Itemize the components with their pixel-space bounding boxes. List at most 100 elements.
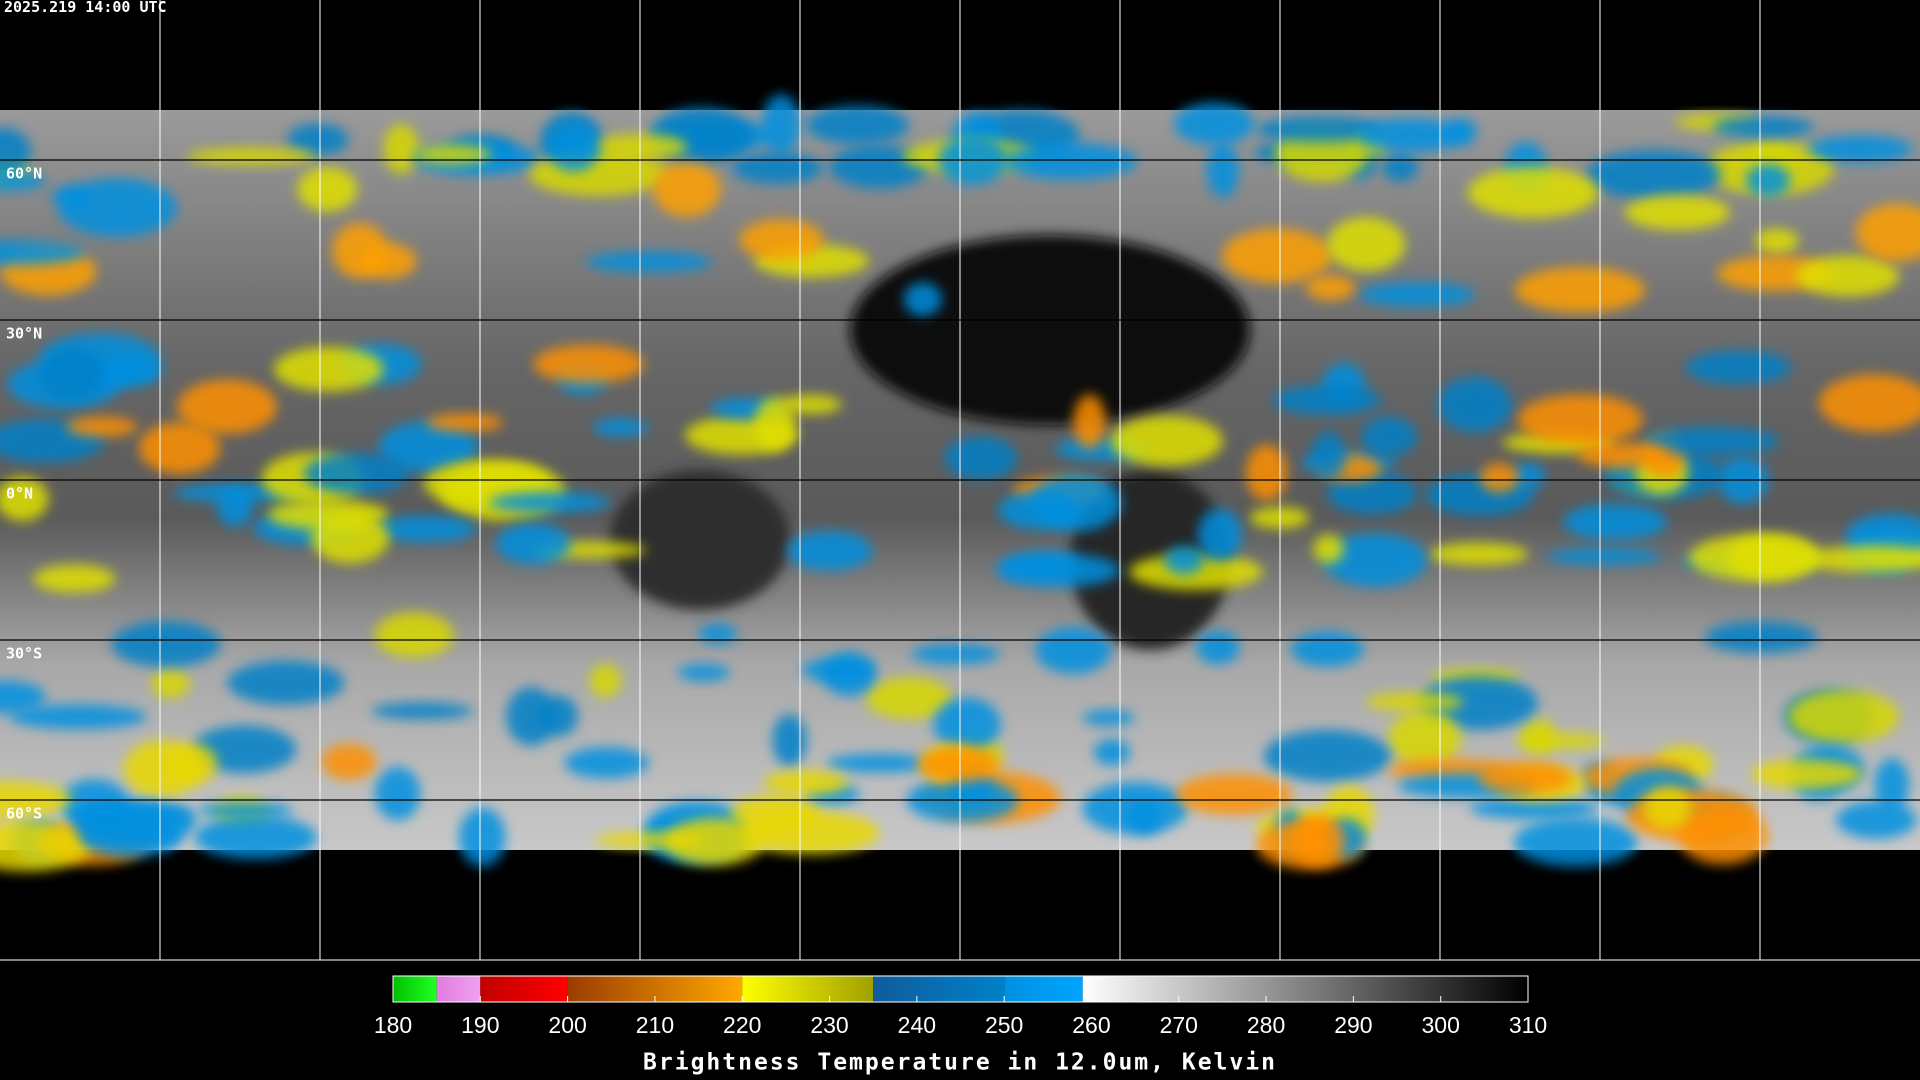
cloud: [1164, 545, 1204, 575]
cloud: [1642, 426, 1779, 456]
latitude-label: 60°N: [6, 165, 42, 183]
south-america: [610, 470, 790, 610]
scale-tick-label: 310: [1509, 1012, 1547, 1038]
cloud: [1510, 462, 1546, 490]
scale-segment: [1004, 976, 1083, 1002]
cloud: [1437, 376, 1512, 433]
cloud: [1245, 444, 1288, 501]
cloud: [1818, 374, 1920, 432]
cloud: [806, 105, 910, 145]
cloud: [1428, 542, 1529, 566]
cloud: [1129, 553, 1264, 591]
cloud: [1514, 266, 1645, 313]
cloud: [9, 704, 148, 730]
cloud: [496, 522, 571, 565]
cloud: [1110, 415, 1224, 467]
cloud: [1291, 631, 1364, 667]
cloud: [1469, 797, 1598, 820]
cloud: [933, 697, 1001, 752]
cloud: [1874, 758, 1910, 811]
cloud: [917, 746, 999, 783]
cloud: [1035, 627, 1112, 674]
cloud: [425, 413, 504, 432]
cloud: [1356, 117, 1466, 153]
cloud: [0, 680, 47, 714]
cloud: [1381, 153, 1419, 182]
sahara-region: [850, 235, 1250, 425]
cloud: [1313, 534, 1344, 564]
cloud: [303, 452, 409, 495]
scale-tick-label: 280: [1247, 1012, 1285, 1038]
cloud: [772, 713, 807, 767]
cloud: [1467, 166, 1599, 219]
cloud: [589, 663, 622, 698]
scale-tick-label: 270: [1160, 1012, 1198, 1038]
cloud: [332, 222, 388, 279]
cloud: [653, 162, 721, 217]
cloud: [1082, 709, 1135, 727]
scale-tick-label: 300: [1422, 1012, 1460, 1038]
cloud: [0, 821, 92, 872]
cloud: [547, 123, 600, 172]
cloud: [287, 123, 349, 156]
cloud: [310, 513, 390, 564]
cloud: [0, 240, 86, 265]
scale-segment: [873, 976, 1005, 1002]
cloud: [1704, 621, 1818, 654]
latitude-label: 30°N: [6, 325, 42, 343]
cloud: [186, 147, 316, 166]
cloud: [1221, 228, 1333, 284]
cloud: [506, 687, 557, 746]
cloud: [197, 801, 294, 819]
scale-tick-label: 250: [985, 1012, 1023, 1038]
scale-tick-label: 260: [1072, 1012, 1110, 1038]
cloud: [1478, 761, 1573, 794]
scale-segment: [742, 976, 874, 1002]
cloud: [664, 818, 764, 866]
cloud: [754, 397, 796, 451]
cloud: [0, 781, 72, 818]
cloud: [786, 530, 873, 571]
cloud: [1093, 738, 1131, 766]
cloud: [216, 487, 253, 527]
cloud: [1796, 255, 1900, 297]
cloud: [1358, 282, 1476, 308]
cloud: [167, 743, 218, 785]
latitude-label: 30°S: [6, 645, 42, 663]
cloud: [1322, 533, 1428, 588]
cloud: [0, 170, 46, 191]
cloud: [698, 623, 738, 645]
cloud: [111, 621, 221, 668]
cloud: [1360, 416, 1418, 457]
cloud: [1173, 102, 1255, 145]
timestamp: 2025.219 14:00 UTC: [4, 0, 167, 16]
cloud: [1727, 534, 1820, 580]
cloud: [865, 677, 953, 720]
cloud: [564, 746, 649, 779]
cloud: [273, 346, 384, 392]
cloud: [1712, 115, 1814, 138]
scale-segment: [393, 976, 437, 1002]
cloud: [1365, 692, 1464, 712]
cloud: [528, 152, 669, 197]
cloud: [731, 152, 824, 184]
cloud: [1586, 149, 1722, 200]
scale-tick-label: 220: [723, 1012, 761, 1038]
cloud: [677, 663, 730, 682]
cloud: [1249, 506, 1310, 529]
cloud: [779, 394, 842, 415]
cloud: [1562, 503, 1668, 541]
cloud: [1311, 431, 1347, 479]
scale-tick-label: 240: [898, 1012, 936, 1038]
cloud: [1745, 163, 1791, 197]
cloud: [1750, 759, 1863, 790]
cloud: [1643, 786, 1691, 829]
cloud: [1577, 442, 1670, 468]
cloud: [151, 668, 190, 699]
cloud: [1256, 116, 1384, 143]
scale-tick-label: 200: [548, 1012, 586, 1038]
scale-tick-label: 180: [374, 1012, 412, 1038]
cloud: [488, 491, 612, 513]
cloud: [1263, 729, 1392, 782]
